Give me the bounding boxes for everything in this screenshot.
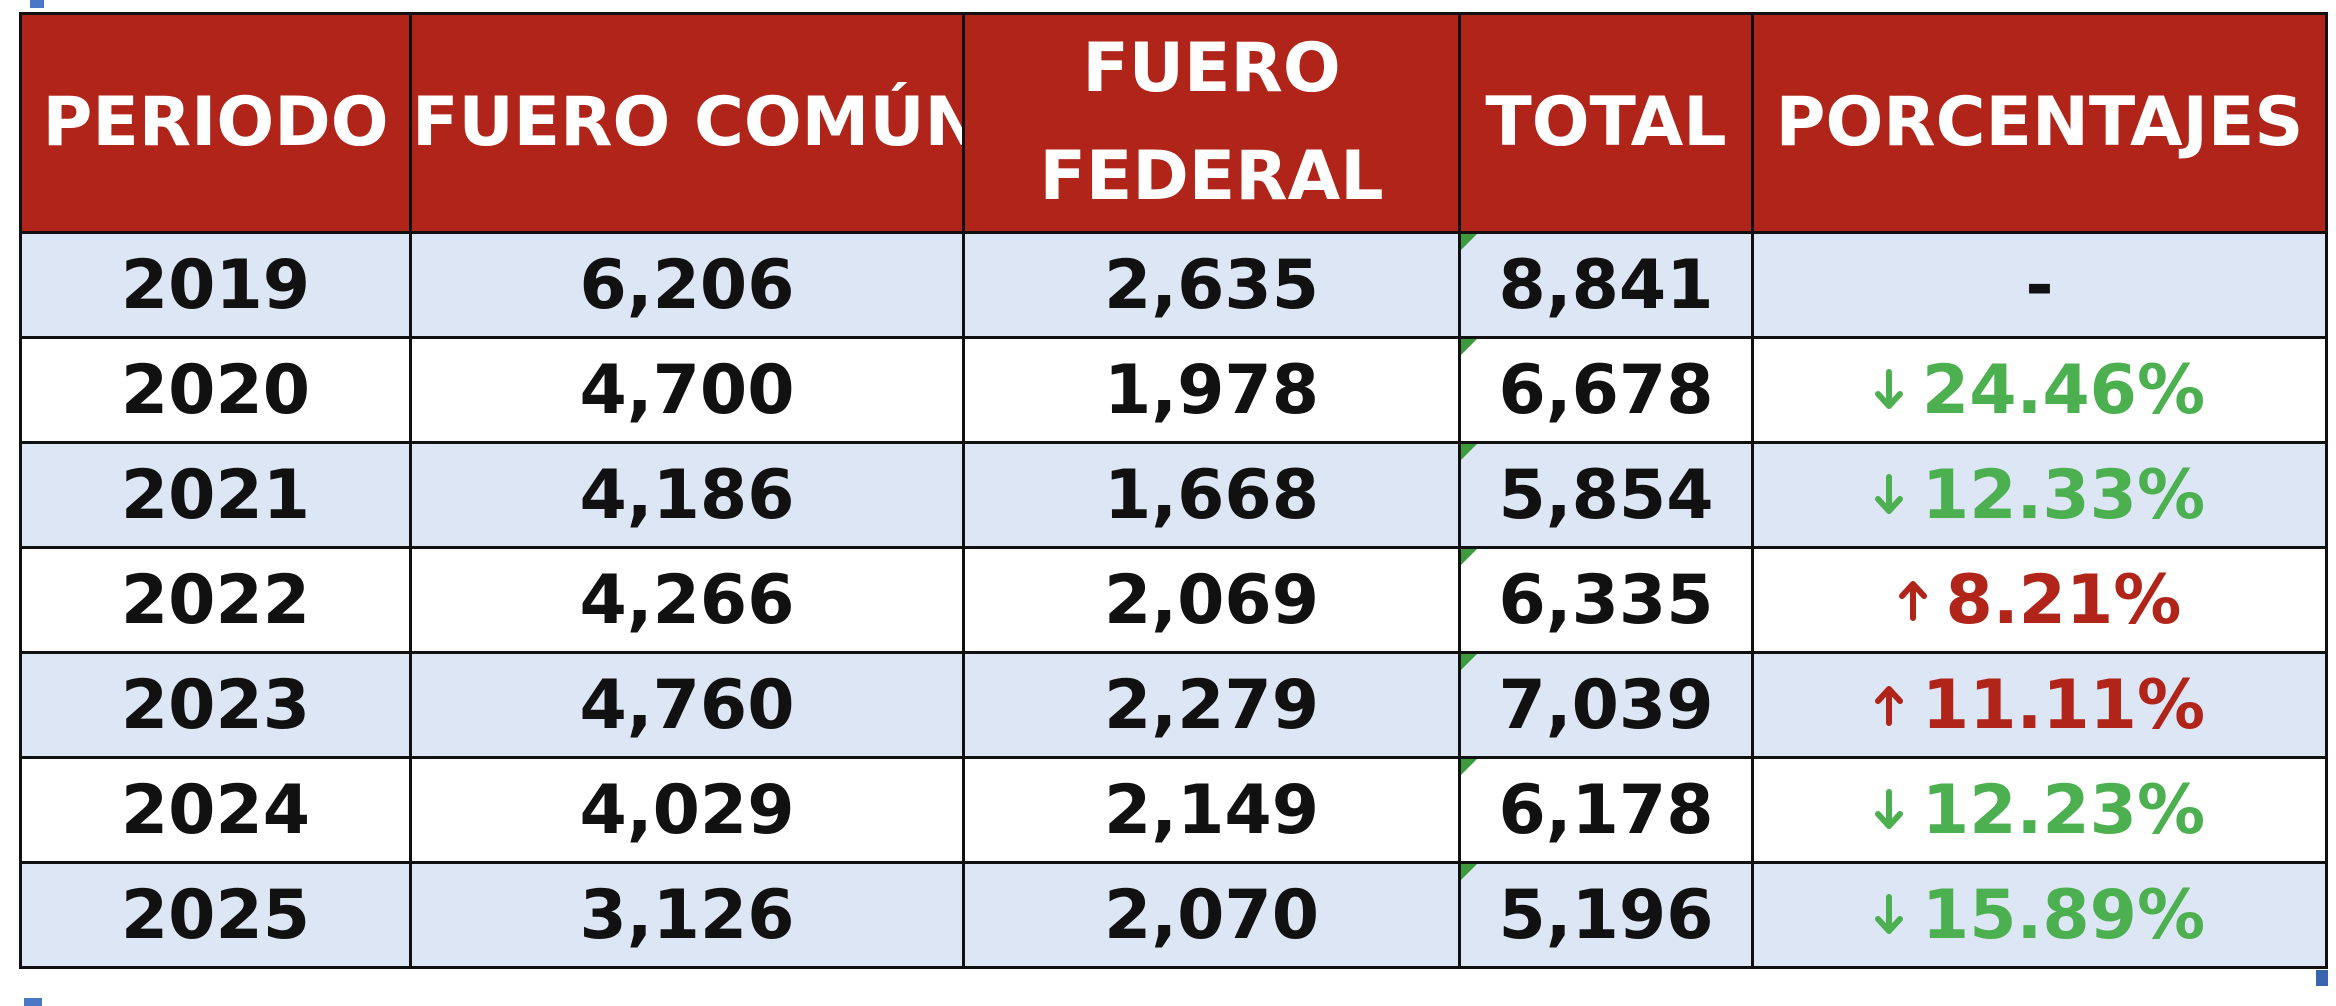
arrow-up-icon bbox=[1874, 686, 1903, 727]
percentage-change: 24.46% bbox=[1874, 351, 2205, 430]
cell-porcentaje[interactable]: 12.23% bbox=[1751, 756, 2328, 864]
selection-handle-top-left[interactable] bbox=[30, 0, 44, 8]
header-fuero-comun[interactable]: FUERO COMÚN bbox=[409, 12, 965, 234]
arrow-down-icon bbox=[1874, 789, 1903, 830]
header-row: PERIODO FUERO COMÚN FUERO FEDERAL TOTAL … bbox=[19, 12, 2328, 234]
cell-fuero-federal[interactable]: 1,978 bbox=[962, 336, 1461, 444]
cell-fuero-comun[interactable]: 4,700 bbox=[409, 336, 965, 444]
percentage-change: 8.21% bbox=[1898, 560, 2182, 640]
comment-indicator-icon bbox=[1462, 340, 1477, 355]
cell-fuero-comun[interactable]: 6,206 bbox=[409, 231, 965, 339]
percentage-change: 12.23% bbox=[1874, 771, 2205, 850]
cell-total[interactable]: 6,178 bbox=[1458, 756, 1754, 864]
data-table: PERIODO FUERO COMÚN FUERO FEDERAL TOTAL … bbox=[19, 12, 2328, 969]
cell-fuero-federal[interactable]: 2,070 bbox=[962, 861, 1461, 969]
cell-fuero-comun[interactable]: 4,266 bbox=[409, 546, 965, 654]
cell-total[interactable]: 5,854 bbox=[1458, 441, 1754, 549]
comment-indicator-icon bbox=[1462, 865, 1477, 880]
percentage-value: 15.89% bbox=[1921, 875, 2206, 955]
cell-periodo[interactable]: 2019 bbox=[19, 231, 412, 339]
cell-porcentaje[interactable]: 15.89% bbox=[1751, 861, 2328, 969]
cell-total-value: 5,196 bbox=[1498, 875, 1714, 955]
cell-total[interactable]: 6,335 bbox=[1458, 546, 1754, 654]
arrow-up-icon bbox=[1898, 581, 1927, 622]
percentage-value: 8.21% bbox=[1945, 560, 2182, 640]
cell-fuero-comun[interactable]: 4,760 bbox=[409, 651, 965, 759]
cell-fuero-comun[interactable]: 4,029 bbox=[409, 756, 965, 864]
cell-total-value: 6,178 bbox=[1498, 770, 1714, 850]
table-row: 2021 4,186 1,668 5,854 12.33% bbox=[19, 441, 2328, 549]
cell-fuero-comun[interactable]: 4,186 bbox=[409, 441, 965, 549]
cell-fuero-federal[interactable]: 2,149 bbox=[962, 756, 1461, 864]
percentage-value: - bbox=[2025, 245, 2054, 325]
comment-indicator-icon bbox=[1462, 235, 1477, 250]
cell-total[interactable]: 8,841 bbox=[1458, 231, 1754, 339]
arrow-down-icon bbox=[1874, 474, 1903, 515]
table-row: 2019 6,206 2,635 8,841 - bbox=[19, 231, 2328, 339]
header-fuero-federal-label: FUERO FEDERAL bbox=[1039, 29, 1384, 216]
percentage-change: 12.33% bbox=[1874, 456, 2205, 535]
header-total[interactable]: TOTAL bbox=[1458, 12, 1754, 234]
percentage-change: 15.89% bbox=[1874, 876, 2205, 955]
cell-periodo[interactable]: 2021 bbox=[19, 441, 412, 549]
cell-total[interactable]: 6,678 bbox=[1458, 336, 1754, 444]
percentage-value: 24.46% bbox=[1921, 350, 2206, 430]
comment-indicator-icon bbox=[1462, 760, 1477, 775]
cell-fuero-federal[interactable]: 2,279 bbox=[962, 651, 1461, 759]
cell-total[interactable]: 7,039 bbox=[1458, 651, 1754, 759]
cell-porcentaje[interactable]: - bbox=[1751, 231, 2328, 339]
selection-handle-bottom-left[interactable] bbox=[24, 998, 42, 1006]
percentage-change: 11.11% bbox=[1874, 666, 2205, 745]
cell-porcentaje[interactable]: 12.33% bbox=[1751, 441, 2328, 549]
header-fuero-federal[interactable]: FUERO FEDERAL bbox=[962, 12, 1461, 234]
cell-total[interactable]: 5,196 bbox=[1458, 861, 1754, 969]
table-row: 2025 3,126 2,070 5,196 15.89% bbox=[19, 861, 2328, 969]
cell-total-value: 7,039 bbox=[1498, 665, 1714, 745]
cell-fuero-comun[interactable]: 3,126 bbox=[409, 861, 965, 969]
cell-porcentaje[interactable]: 8.21% bbox=[1751, 546, 2328, 654]
cell-periodo[interactable]: 2024 bbox=[19, 756, 412, 864]
comment-indicator-icon bbox=[1462, 445, 1477, 460]
table-row: 2022 4,266 2,069 6,335 8.21% bbox=[19, 546, 2328, 654]
header-porcentajes[interactable]: PORCENTAJES bbox=[1751, 12, 2328, 234]
percentage-value: 12.33% bbox=[1921, 455, 2206, 535]
cell-total-value: 6,335 bbox=[1498, 560, 1714, 640]
percentage-value: 11.11% bbox=[1921, 665, 2206, 745]
cell-periodo[interactable]: 2020 bbox=[19, 336, 412, 444]
cell-fuero-federal[interactable]: 2,069 bbox=[962, 546, 1461, 654]
arrow-down-icon bbox=[1874, 369, 1903, 410]
cell-periodo[interactable]: 2025 bbox=[19, 861, 412, 969]
table-row: 2024 4,029 2,149 6,178 12.23% bbox=[19, 756, 2328, 864]
cell-fuero-federal[interactable]: 1,668 bbox=[962, 441, 1461, 549]
cell-periodo[interactable]: 2023 bbox=[19, 651, 412, 759]
selection-handle-bottom-right[interactable] bbox=[2316, 970, 2328, 986]
cell-porcentaje[interactable]: 24.46% bbox=[1751, 336, 2328, 444]
table-body: 2019 6,206 2,635 8,841-2020 4,700 1,978 6,678 2… bbox=[19, 231, 2328, 969]
cell-total-value: 8,841 bbox=[1498, 245, 1714, 325]
comment-indicator-icon bbox=[1462, 655, 1477, 670]
percentage-change: - bbox=[2025, 246, 2053, 325]
cell-periodo[interactable]: 2022 bbox=[19, 546, 412, 654]
cell-total-value: 6,678 bbox=[1498, 350, 1714, 430]
comment-indicator-icon bbox=[1462, 550, 1477, 565]
cell-total-value: 5,854 bbox=[1498, 455, 1714, 535]
cell-fuero-federal[interactable]: 2,635 bbox=[962, 231, 1461, 339]
table-row: 2020 4,700 1,978 6,678 24.46% bbox=[19, 336, 2328, 444]
cell-porcentaje[interactable]: 11.11% bbox=[1751, 651, 2328, 759]
arrow-down-icon bbox=[1874, 894, 1903, 935]
header-periodo[interactable]: PERIODO bbox=[19, 12, 412, 234]
table-row: 2023 4,760 2,279 7,039 11.11% bbox=[19, 651, 2328, 759]
percentage-value: 12.23% bbox=[1921, 770, 2206, 850]
